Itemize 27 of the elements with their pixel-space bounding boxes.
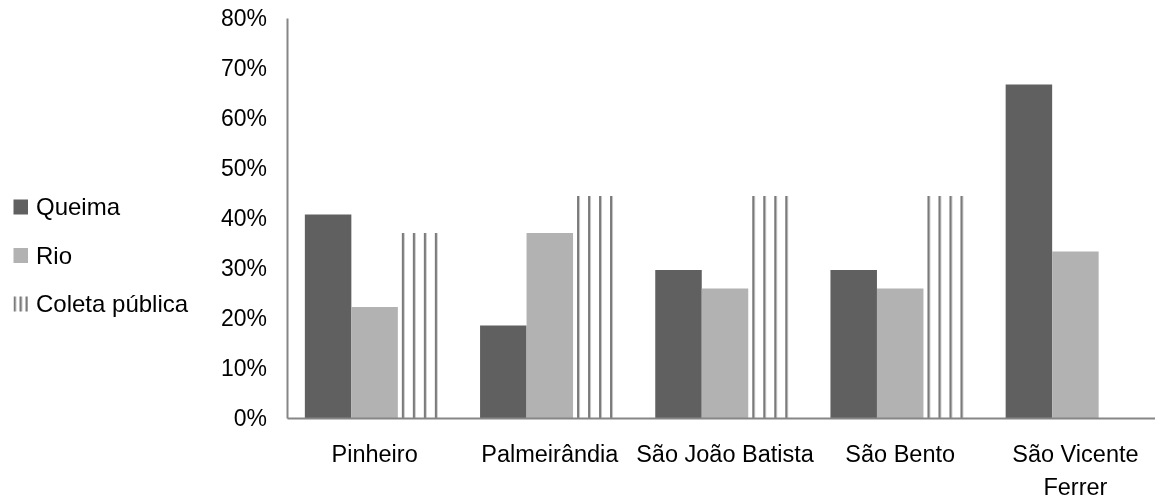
x-tick-label: São Vicente Ferrer (1012, 440, 1139, 496)
bar (304, 214, 352, 418)
bar (876, 288, 924, 418)
bar (351, 307, 398, 418)
bar (830, 270, 877, 418)
bar (655, 270, 702, 418)
x-tick-label: Palmeirândia (481, 440, 620, 467)
y-tick-label: 0% (233, 404, 267, 431)
x-tick-label: São Bento (845, 440, 956, 467)
y-tick-label: 10% (220, 354, 267, 381)
x-tick-label: São João Batista (636, 440, 815, 467)
y-tick-label: 20% (220, 304, 267, 331)
x-tick-label: Pinheiro (331, 440, 418, 467)
bar (1005, 84, 1053, 418)
bar (1052, 251, 1099, 418)
y-tick-label: 60% (220, 104, 267, 131)
y-tick-label: 40% (220, 204, 267, 231)
bar (701, 288, 749, 418)
y-tick-label: 50% (220, 154, 267, 181)
legend-label: Queima (36, 193, 121, 221)
bar (480, 325, 527, 418)
legend-label: Rio (36, 241, 73, 269)
y-tick-label: 70% (220, 54, 267, 81)
y-tick-label: 80% (220, 4, 267, 31)
legend-label: Coleta pública (36, 290, 189, 318)
bar (526, 233, 574, 418)
y-tick-label: 30% (220, 254, 267, 281)
